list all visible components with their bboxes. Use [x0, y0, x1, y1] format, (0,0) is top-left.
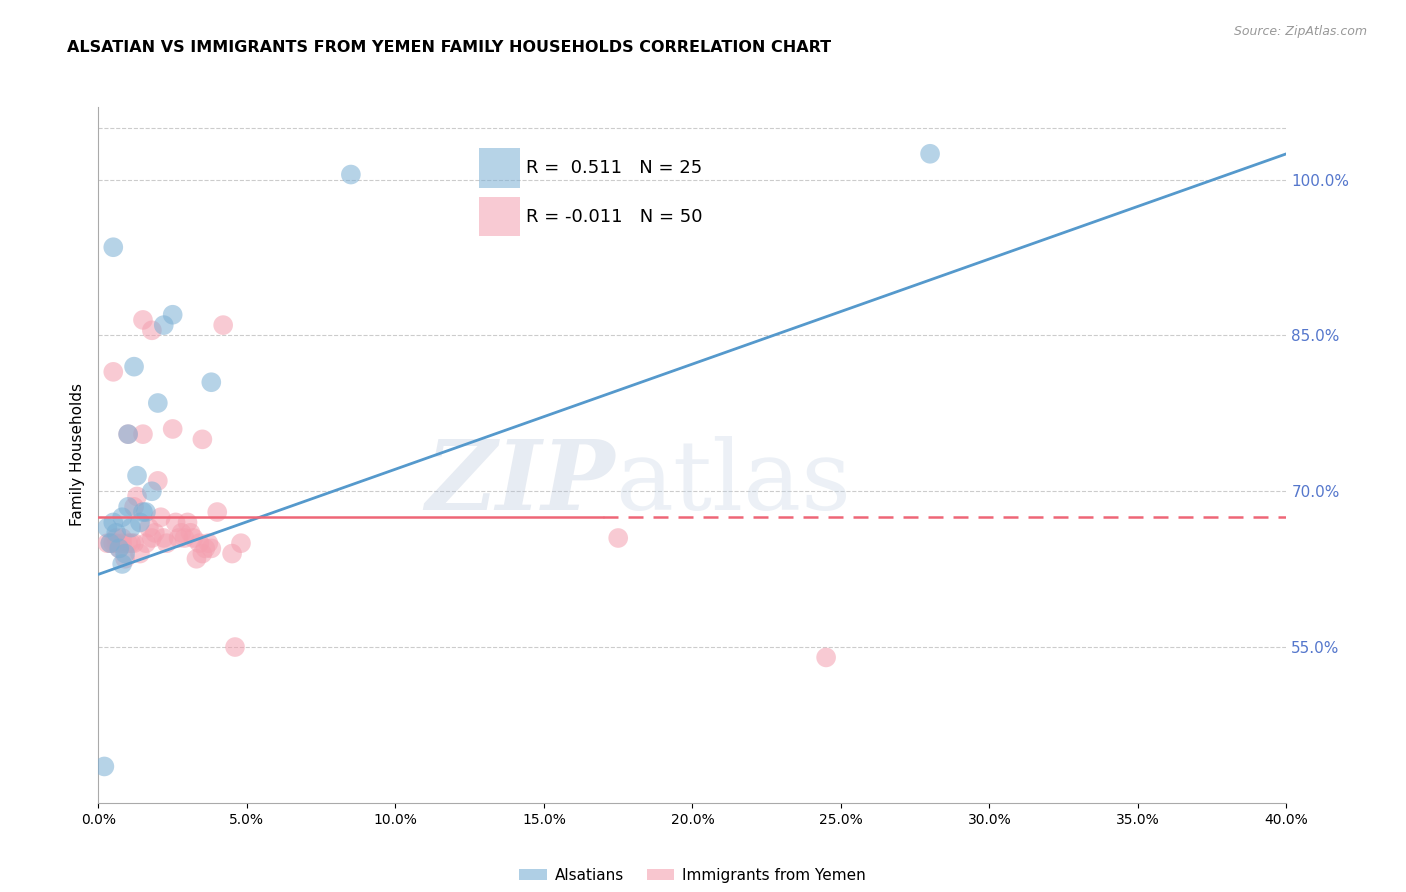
Text: atlas: atlas: [616, 436, 851, 530]
Point: [179, 525, 201, 540]
Point: [111, 510, 134, 524]
Point: [162, 308, 184, 322]
Point: [138, 520, 160, 534]
Text: ALSATIAN VS IMMIGRANTS FROM YEMEN FAMILY HOUSEHOLDS CORRELATION CHART: ALSATIAN VS IMMIGRANTS FROM YEMEN FAMILY…: [67, 40, 831, 55]
Point: [111, 557, 134, 571]
Point: [194, 541, 217, 556]
Point: [117, 500, 139, 514]
Point: [122, 500, 145, 514]
Point: [117, 536, 139, 550]
Text: R = -0.011   N = 50: R = -0.011 N = 50: [526, 208, 703, 226]
Legend: Alsatians, Immigrants from Yemen: Alsatians, Immigrants from Yemen: [513, 862, 872, 889]
Point: [200, 541, 222, 556]
Text: R =  0.511   N = 25: R = 0.511 N = 25: [526, 159, 703, 177]
Point: [114, 551, 136, 566]
Point: [141, 484, 163, 499]
Point: [186, 551, 208, 566]
Point: [188, 536, 211, 550]
Text: ZIP: ZIP: [426, 436, 616, 530]
Point: [120, 536, 142, 550]
Point: [98, 536, 121, 550]
Point: [105, 525, 128, 540]
Point: [176, 516, 198, 530]
Point: [143, 525, 166, 540]
Point: [224, 640, 246, 654]
Point: [141, 531, 163, 545]
Point: [200, 376, 222, 390]
Point: [135, 536, 157, 550]
Point: [191, 433, 214, 447]
Point: [103, 516, 125, 530]
Point: [149, 510, 172, 524]
Point: [167, 531, 190, 545]
Point: [96, 536, 118, 550]
Point: [129, 516, 152, 530]
Point: [105, 536, 128, 550]
Point: [111, 531, 134, 545]
Point: [103, 240, 125, 254]
Point: [183, 531, 205, 545]
FancyBboxPatch shape: [479, 196, 520, 236]
Point: [105, 531, 128, 545]
Y-axis label: Family Households: Family Households: [69, 384, 84, 526]
Point: [607, 531, 630, 545]
Point: [125, 468, 148, 483]
Text: Source: ZipAtlas.com: Source: ZipAtlas.com: [1233, 25, 1367, 38]
Point: [152, 318, 174, 332]
Point: [125, 490, 148, 504]
Point: [132, 505, 155, 519]
Point: [117, 427, 139, 442]
Point: [920, 146, 942, 161]
Point: [108, 541, 131, 556]
Point: [340, 168, 363, 182]
Point: [114, 547, 136, 561]
Point: [122, 359, 145, 374]
Point: [197, 536, 219, 550]
Point: [96, 520, 118, 534]
Point: [120, 520, 142, 534]
Point: [135, 505, 157, 519]
Point: [98, 536, 121, 550]
Point: [146, 474, 169, 488]
Point: [132, 427, 155, 442]
Point: [93, 759, 115, 773]
Point: [221, 547, 243, 561]
Point: [132, 313, 155, 327]
Point: [165, 516, 187, 530]
Point: [170, 525, 193, 540]
Point: [173, 531, 195, 545]
Point: [212, 318, 235, 332]
Point: [152, 531, 174, 545]
Point: [122, 536, 145, 550]
Point: [156, 536, 179, 550]
Point: [146, 396, 169, 410]
Point: [129, 547, 152, 561]
Point: [815, 650, 838, 665]
Point: [207, 505, 229, 519]
Point: [103, 536, 125, 550]
Point: [229, 536, 252, 550]
Point: [162, 422, 184, 436]
FancyBboxPatch shape: [479, 148, 520, 188]
Point: [141, 323, 163, 337]
Point: [117, 427, 139, 442]
Point: [108, 541, 131, 556]
Point: [191, 547, 214, 561]
Point: [103, 365, 125, 379]
Point: [111, 536, 134, 550]
